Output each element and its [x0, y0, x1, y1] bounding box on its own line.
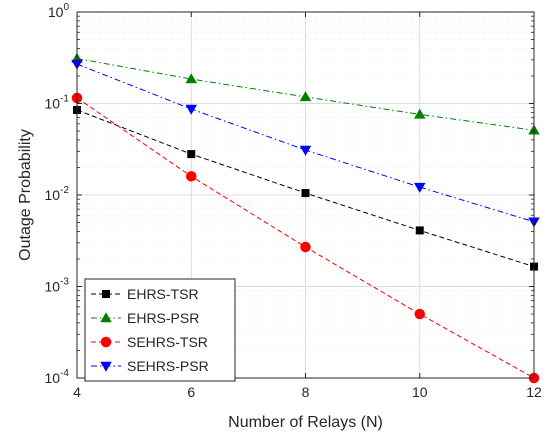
x-tick-label: 8: [302, 384, 310, 400]
data-point-sehrs-psr: [414, 182, 426, 193]
x-tick-label: 10: [412, 384, 428, 400]
legend-item-ehrs-psr: EHRS-PSR: [91, 310, 199, 326]
legend-marker-sehrs-psr: [100, 361, 112, 372]
y-tick-label: 10-3: [45, 277, 70, 295]
data-point-sehrs-psr: [299, 145, 312, 156]
legend-marker-ehrs-tsr: [102, 290, 110, 298]
y-tick-label: 10-1: [45, 94, 70, 112]
data-point-sehrs-psr: [185, 104, 197, 115]
data-point-ehrs-psr: [185, 73, 197, 84]
legend-item-sehrs-tsr: SEHRS-TSR: [91, 334, 208, 350]
y-tick-label: 10-2: [45, 185, 70, 203]
legend-marker-ehrs-psr: [100, 312, 112, 323]
x-tick-label: 6: [187, 384, 195, 400]
legend-label-sehrs-tsr: SEHRS-TSR: [127, 334, 208, 350]
legend-marker-sehrs-tsr: [100, 336, 112, 348]
series-sehrs-tsr: [71, 92, 540, 384]
y-tick-labels: 10-4 10-3 10-2 10-1 100: [45, 2, 70, 386]
legend-item-ehrs-tsr: EHRS-TSR: [91, 286, 199, 302]
legend: EHRS-TSR EHRS-PSR SEHRS-TSR SEHRS-PSR: [84, 278, 236, 382]
data-point-sehrs-tsr: [414, 308, 425, 320]
legend-label-sehrs-psr: SEHRS-PSR: [127, 358, 209, 374]
data-point-ehrs-tsr: [301, 189, 310, 198]
legend-label-ehrs-tsr: EHRS-TSR: [127, 286, 199, 302]
data-point-sehrs-tsr: [300, 241, 311, 253]
data-point-ehrs-tsr: [415, 226, 424, 235]
y-tick-label: 100: [48, 2, 70, 20]
x-axis-label: Number of Relays (N): [228, 414, 383, 431]
data-point-ehrs-psr: [299, 91, 312, 102]
data-point-ehrs-psr: [414, 108, 426, 119]
y-axis-label: Outage Probability: [17, 129, 34, 261]
x-tick-label: 12: [526, 384, 542, 400]
data-point-sehrs-tsr: [186, 171, 197, 182]
legend-item-sehrs-psr: SEHRS-PSR: [91, 358, 209, 374]
x-tick-labels: 4 6 8 10 12: [73, 384, 542, 400]
legend-label-ehrs-psr: EHRS-PSR: [127, 310, 199, 326]
data-point-ehrs-tsr: [187, 150, 196, 159]
x-tick-label: 4: [73, 384, 81, 400]
y-tick-label: 10-4: [45, 368, 70, 386]
series-layer: [71, 52, 540, 384]
